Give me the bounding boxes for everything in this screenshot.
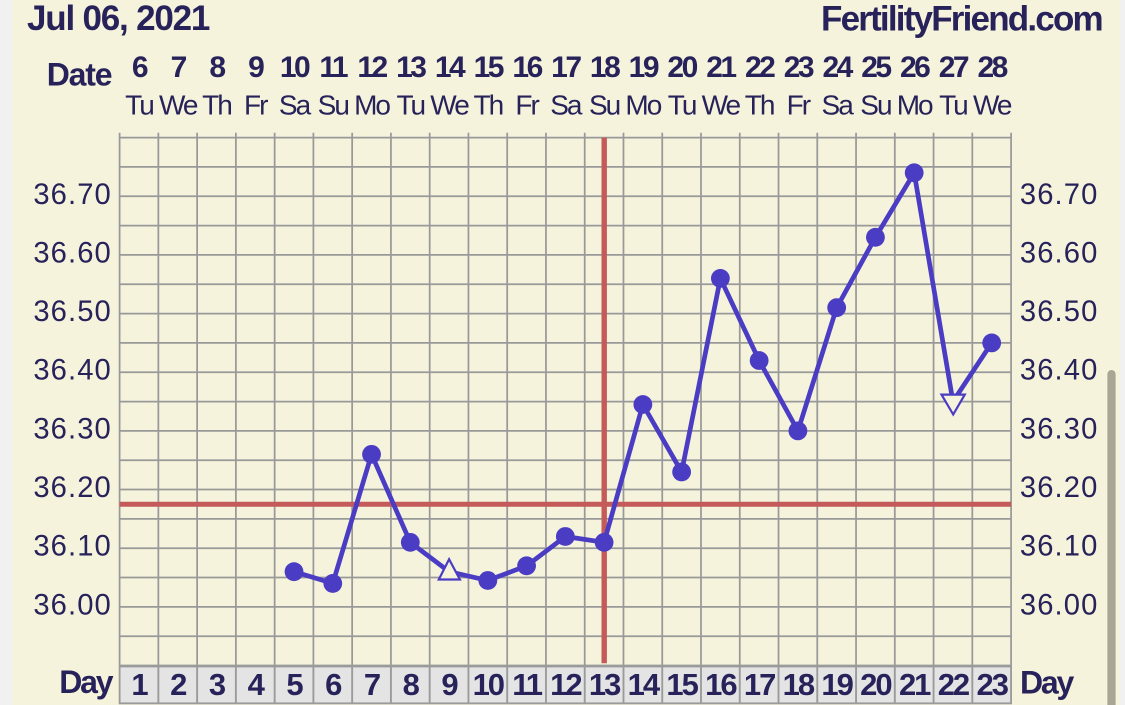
svg-text:We: We: [430, 90, 469, 121]
svg-text:17: 17: [551, 51, 581, 84]
svg-text:36.10: 36.10: [33, 531, 112, 563]
svg-text:Tu: Tu: [668, 90, 696, 121]
svg-text:27: 27: [939, 51, 969, 84]
svg-text:16: 16: [705, 667, 737, 702]
svg-text:6: 6: [132, 51, 148, 84]
svg-text:Mo: Mo: [354, 90, 390, 121]
svg-text:13: 13: [589, 667, 621, 702]
svg-text:26: 26: [900, 51, 930, 84]
svg-text:Su: Su: [318, 90, 349, 121]
svg-text:36.00: 36.00: [33, 589, 112, 621]
svg-text:36.20: 36.20: [1020, 472, 1099, 504]
svg-text:15: 15: [666, 667, 698, 702]
svg-text:36.30: 36.30: [1020, 413, 1099, 445]
svg-text:20: 20: [860, 667, 891, 702]
svg-text:We: We: [973, 90, 1012, 121]
svg-text:Tu: Tu: [939, 90, 967, 121]
svg-text:Su: Su: [860, 90, 891, 121]
svg-text:10: 10: [473, 667, 504, 702]
svg-text:7: 7: [171, 51, 187, 84]
svg-text:Jul 06, 2021: Jul 06, 2021: [27, 0, 210, 38]
svg-text:6: 6: [325, 667, 342, 702]
svg-text:Fr: Fr: [787, 90, 811, 121]
svg-text:Fr: Fr: [244, 90, 268, 121]
svg-text:Su: Su: [589, 90, 620, 121]
svg-text:Tu: Tu: [125, 90, 153, 121]
svg-text:36.40: 36.40: [1020, 355, 1099, 387]
svg-text:9: 9: [441, 667, 458, 702]
svg-text:28: 28: [978, 51, 1008, 84]
svg-text:14: 14: [628, 667, 661, 702]
svg-text:21: 21: [899, 667, 931, 702]
svg-text:22: 22: [938, 667, 969, 702]
svg-text:36.00: 36.00: [1020, 589, 1099, 621]
svg-text:36.30: 36.30: [33, 413, 112, 445]
svg-text:We: We: [159, 90, 198, 121]
svg-text:8: 8: [209, 51, 225, 84]
svg-text:22: 22: [745, 51, 775, 84]
svg-text:12: 12: [357, 51, 387, 84]
svg-text:17: 17: [744, 667, 775, 702]
svg-text:24: 24: [822, 51, 853, 84]
svg-text:36.50: 36.50: [33, 296, 112, 328]
svg-text:7: 7: [364, 667, 380, 702]
svg-text:Day: Day: [1020, 664, 1075, 700]
svg-text:Th: Th: [473, 90, 502, 121]
svg-text:19: 19: [629, 51, 659, 84]
svg-text:15: 15: [474, 51, 504, 84]
svg-text:18: 18: [783, 667, 815, 702]
svg-text:Mo: Mo: [625, 90, 661, 121]
svg-text:4: 4: [248, 667, 266, 702]
svg-text:Sa: Sa: [550, 90, 583, 121]
svg-text:Date: Date: [47, 57, 112, 93]
svg-text:21: 21: [706, 51, 736, 84]
svg-text:8: 8: [403, 667, 420, 702]
svg-text:Th: Th: [202, 90, 231, 121]
svg-text:25: 25: [861, 51, 891, 84]
svg-text:Tu: Tu: [396, 90, 424, 121]
svg-text:FertilityFriend.com: FertilityFriend.com: [821, 0, 1102, 39]
svg-text:11: 11: [319, 51, 348, 84]
svg-text:5: 5: [286, 667, 303, 702]
svg-text:20: 20: [667, 51, 697, 84]
svg-text:13: 13: [396, 51, 426, 84]
svg-text:10: 10: [280, 51, 310, 84]
svg-text:Sa: Sa: [279, 90, 312, 121]
svg-text:1: 1: [131, 667, 148, 702]
svg-text:9: 9: [248, 51, 264, 84]
svg-text:14: 14: [435, 51, 466, 84]
svg-text:Sa: Sa: [822, 90, 855, 121]
svg-text:36.60: 36.60: [33, 237, 112, 269]
svg-text:36.10: 36.10: [1020, 531, 1099, 563]
svg-text:36.40: 36.40: [33, 355, 112, 387]
svg-text:23: 23: [976, 667, 1008, 702]
svg-text:Fr: Fr: [515, 90, 539, 121]
svg-text:12: 12: [550, 667, 581, 702]
svg-text:3: 3: [209, 667, 226, 702]
svg-text:2: 2: [170, 667, 186, 702]
svg-text:23: 23: [784, 51, 814, 84]
svg-text:18: 18: [590, 51, 620, 84]
svg-text:11: 11: [512, 667, 543, 702]
svg-text:Day: Day: [59, 664, 114, 700]
svg-text:Th: Th: [745, 90, 774, 121]
svg-text:36.70: 36.70: [33, 179, 112, 211]
svg-text:36.50: 36.50: [1020, 296, 1099, 328]
svg-text:36.20: 36.20: [33, 472, 112, 504]
svg-text:16: 16: [512, 51, 542, 84]
svg-text:We: We: [702, 90, 741, 121]
svg-text:36.60: 36.60: [1020, 237, 1099, 269]
svg-text:19: 19: [821, 667, 853, 702]
svg-text:Mo: Mo: [897, 90, 933, 121]
svg-text:36.70: 36.70: [1020, 179, 1099, 211]
